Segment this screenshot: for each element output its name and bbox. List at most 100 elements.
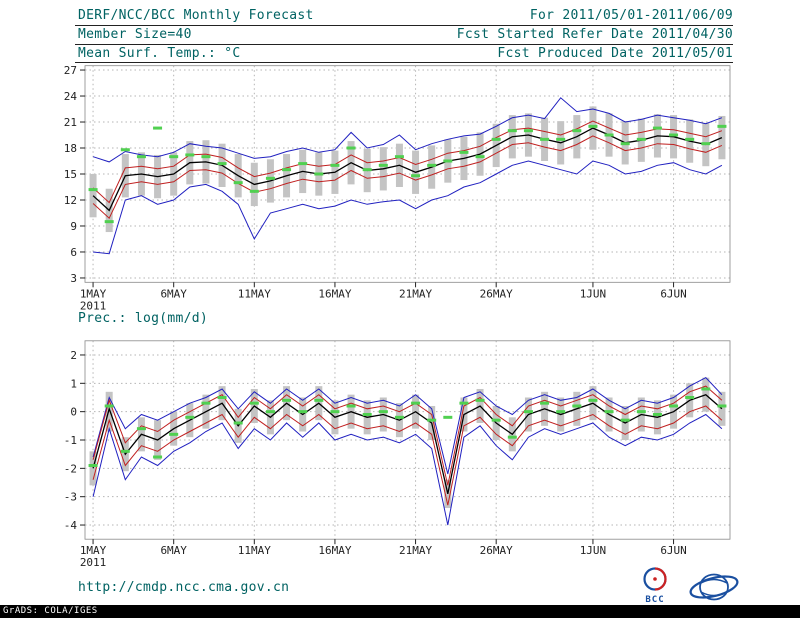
grads-credit-text: GrADS: COLA/IGES <box>3 606 98 616</box>
green-dash-marker <box>427 418 437 422</box>
x-tick-label: 16MAY <box>318 544 351 557</box>
green-dash-marker <box>540 401 550 405</box>
green-dash-marker <box>120 449 130 453</box>
upper-quartile-line <box>92 385 723 486</box>
x-tick-label: 6JUN <box>660 287 687 300</box>
spread-bar <box>718 115 726 160</box>
green-dash-marker <box>620 418 630 422</box>
y-tick-label: 3 <box>70 272 77 285</box>
y-tick-label: 6 <box>70 246 77 259</box>
x-tick-label: 6JUN <box>660 544 687 557</box>
lower-envelope-line <box>93 160 723 255</box>
green-dash-marker <box>217 162 227 166</box>
green-dash-marker <box>233 181 243 185</box>
y-tick-label: 18 <box>64 142 77 155</box>
green-dash-marker <box>201 401 211 405</box>
green-dash-marker <box>394 155 404 159</box>
green-dash-marker <box>153 126 163 130</box>
ncc-logo-latitude-line-2 <box>700 591 728 597</box>
green-dash-marker <box>249 401 259 405</box>
green-dash-marker <box>120 148 130 152</box>
x-tick-label: 26MAY <box>480 287 513 300</box>
green-dash-marker <box>104 220 114 224</box>
x-tick-label: 21MAY <box>399 287 432 300</box>
y-tick-label: -4 <box>64 519 78 532</box>
green-dash-marker <box>669 133 679 137</box>
plot-border <box>84 65 731 283</box>
member-size-label: Member Size=40 <box>78 27 192 42</box>
y-tick-label: 15 <box>64 168 77 181</box>
lower-quartile-line <box>92 135 723 220</box>
upper-quartile-line <box>92 120 723 204</box>
x-tick-label: 1JUN <box>580 287 607 300</box>
green-dash-marker <box>491 137 501 141</box>
green-dash-marker <box>443 159 453 163</box>
x-tick-label: 1JUN <box>580 544 607 557</box>
ensemble-mean-line <box>92 127 723 212</box>
green-dash-marker <box>88 464 98 468</box>
x-tick-label: 1MAY <box>80 287 107 300</box>
forecast-range-label: For 2011/05/01-2011/06/09 <box>529 8 733 23</box>
spread-bar <box>718 391 726 426</box>
green-dash-marker <box>411 174 421 178</box>
ncc-logo <box>689 573 739 601</box>
ensemble-mean-line <box>92 393 723 495</box>
temperature-panel-label: Mean Surf. Temp.: °C <box>78 46 241 61</box>
green-dash-marker <box>411 401 421 405</box>
green-dash-marker <box>523 410 533 414</box>
green-dash-marker <box>265 176 275 180</box>
bcc-logo: BCC <box>643 567 667 605</box>
green-dash-marker <box>491 418 501 422</box>
y-tick-label: 0 <box>70 406 77 419</box>
spread-bar <box>89 174 97 218</box>
green-dash-marker <box>88 188 98 192</box>
x-tick-sublabel: 2011 <box>80 556 107 569</box>
ncc-logo-latitude-line <box>700 578 728 584</box>
green-dash-marker <box>652 412 662 416</box>
x-tick-label: 21MAY <box>399 544 432 557</box>
green-dash-marker <box>201 155 211 159</box>
fcst-produced-label: Fcst Produced Date 2011/05/01 <box>497 46 733 61</box>
green-dash-marker <box>556 137 566 141</box>
plot-border <box>84 340 731 540</box>
bcc-logo-star <box>653 577 657 581</box>
green-dash-marker <box>185 153 195 157</box>
green-dash-marker <box>249 189 259 193</box>
y-tick-label: -1 <box>64 434 77 447</box>
green-dash-marker <box>185 415 195 419</box>
green-dash-marker <box>443 415 453 419</box>
x-tick-sublabel: 2011 <box>80 299 107 312</box>
green-dash-marker <box>282 398 292 402</box>
green-dash-marker <box>669 404 679 408</box>
spread-bar <box>89 451 97 486</box>
green-dash-marker <box>153 455 163 459</box>
green-dash-marker <box>507 129 517 133</box>
x-tick-label: 1MAY <box>80 544 107 557</box>
green-dash-marker <box>475 398 485 402</box>
green-dash-marker <box>540 137 550 141</box>
green-dash-marker <box>217 395 227 399</box>
green-dash-marker <box>362 412 372 416</box>
green-dash-marker <box>717 404 727 408</box>
green-dash-marker <box>701 142 711 146</box>
spread-bar <box>105 391 113 432</box>
green-dash-marker <box>523 129 533 133</box>
green-dash-marker <box>636 410 646 414</box>
page-title: DERF/NCC/BCC Monthly Forecast <box>78 8 314 23</box>
green-dash-marker <box>394 415 404 419</box>
green-dash-marker <box>588 398 598 402</box>
x-tick-label: 11MAY <box>238 287 271 300</box>
precipitation-panel-label: Prec.: log(mm/d) <box>78 311 209 326</box>
green-dash-marker <box>169 432 179 436</box>
green-dash-marker <box>475 155 485 159</box>
green-dash-marker <box>459 401 469 405</box>
y-tick-label: 24 <box>64 90 78 103</box>
lower-quartile-line <box>92 405 723 506</box>
ncc-logo-globe <box>699 573 729 601</box>
ncc-logo-outer-orbit <box>689 575 739 599</box>
x-tick-label: 26MAY <box>480 544 513 557</box>
y-tick-label: 21 <box>64 116 77 129</box>
green-dash-marker <box>330 163 340 167</box>
